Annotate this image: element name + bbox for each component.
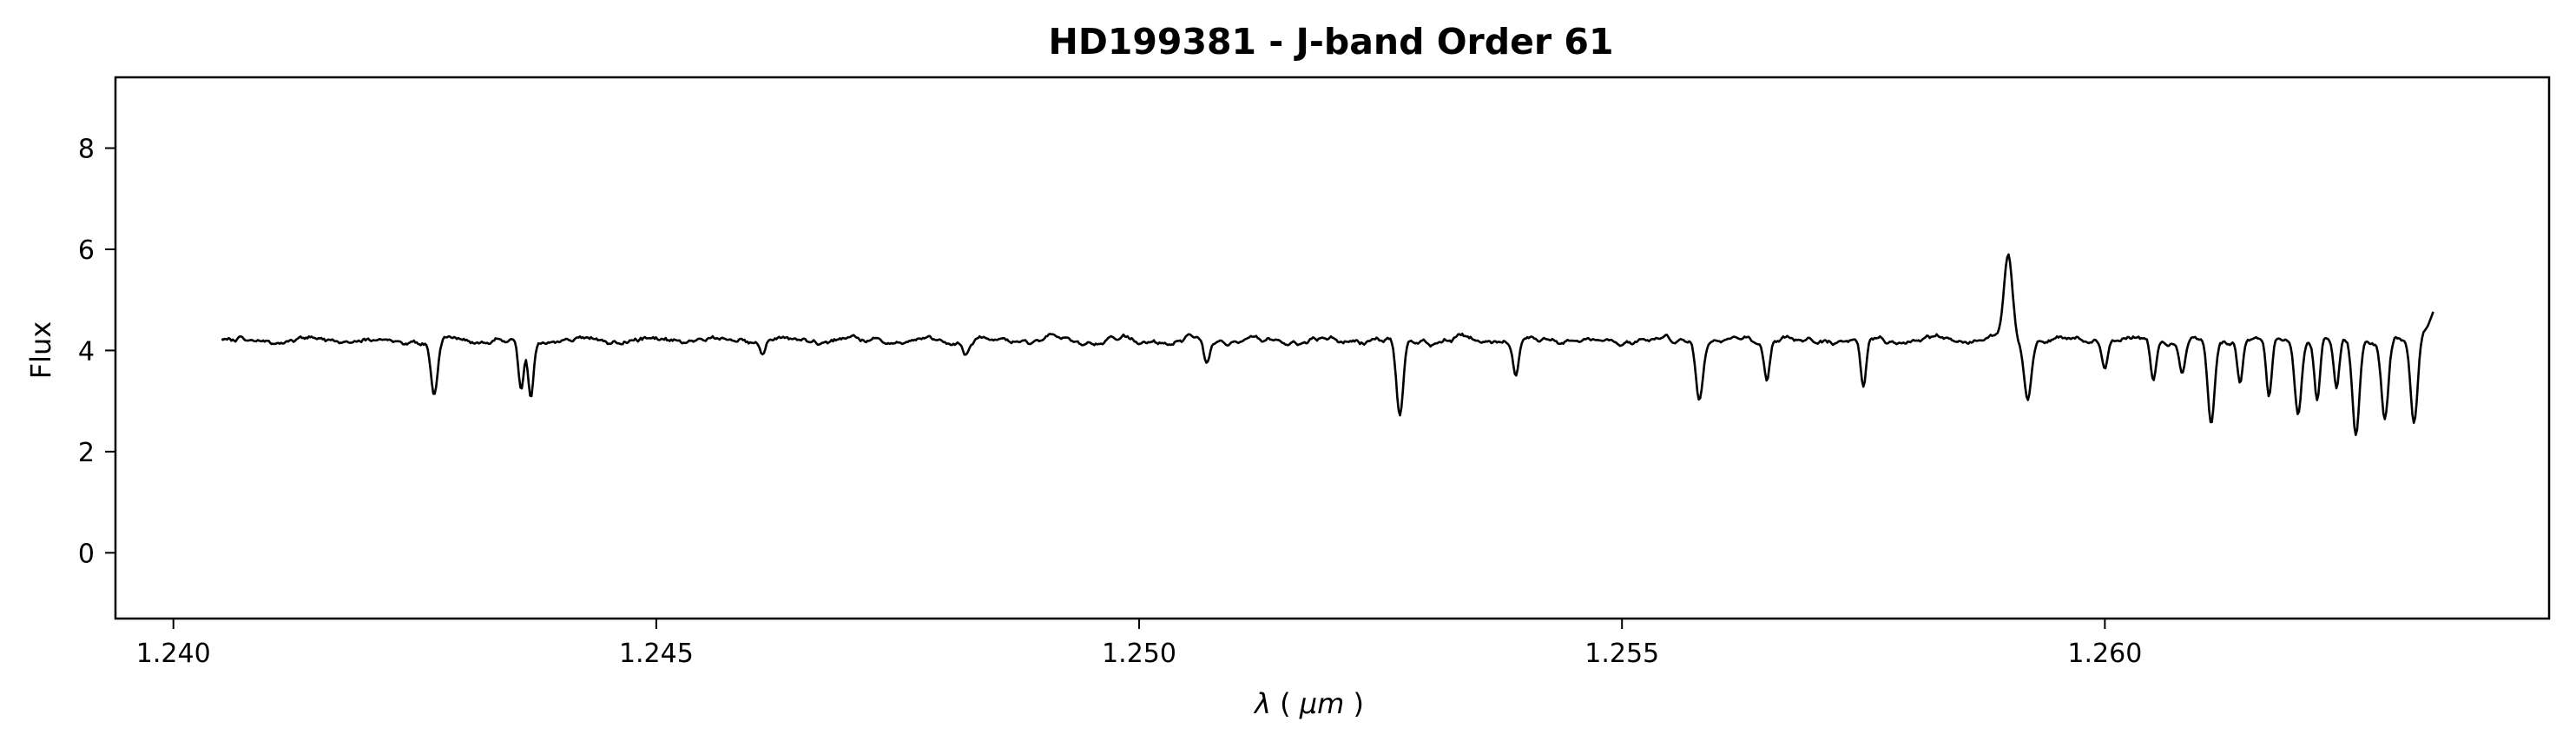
x-axis-ticks: 1.240 1.245 1.250 1.255 1.260	[136, 619, 2142, 669]
y-tick-label: 6	[78, 235, 95, 266]
y-tick-label: 0	[78, 539, 95, 569]
y-axis-label: Flux	[24, 321, 57, 380]
x-tick-label: 1.255	[1584, 639, 1659, 669]
plot-area	[221, 253, 2434, 437]
chart-title: HD199381 - J-band Order 61	[1049, 21, 1614, 63]
x-axis-symbol: λ	[1253, 687, 1271, 720]
y-axis-ticks: 0 2 4 6 8	[78, 135, 115, 569]
spectrum-line	[221, 253, 2434, 437]
y-tick-label: 2	[78, 438, 95, 468]
y-tick-label: 8	[78, 135, 95, 165]
x-axis-label: λ ( μm )	[1253, 687, 1364, 720]
axes-frame	[114, 76, 2551, 620]
x-tick-label: 1.240	[136, 639, 211, 669]
x-tick-label: 1.250	[1102, 639, 1176, 669]
x-axis-unit: μm	[1299, 687, 1345, 720]
y-tick-label: 4	[78, 336, 95, 367]
x-tick-label: 1.245	[619, 639, 694, 669]
x-tick-label: 1.260	[2067, 639, 2142, 669]
